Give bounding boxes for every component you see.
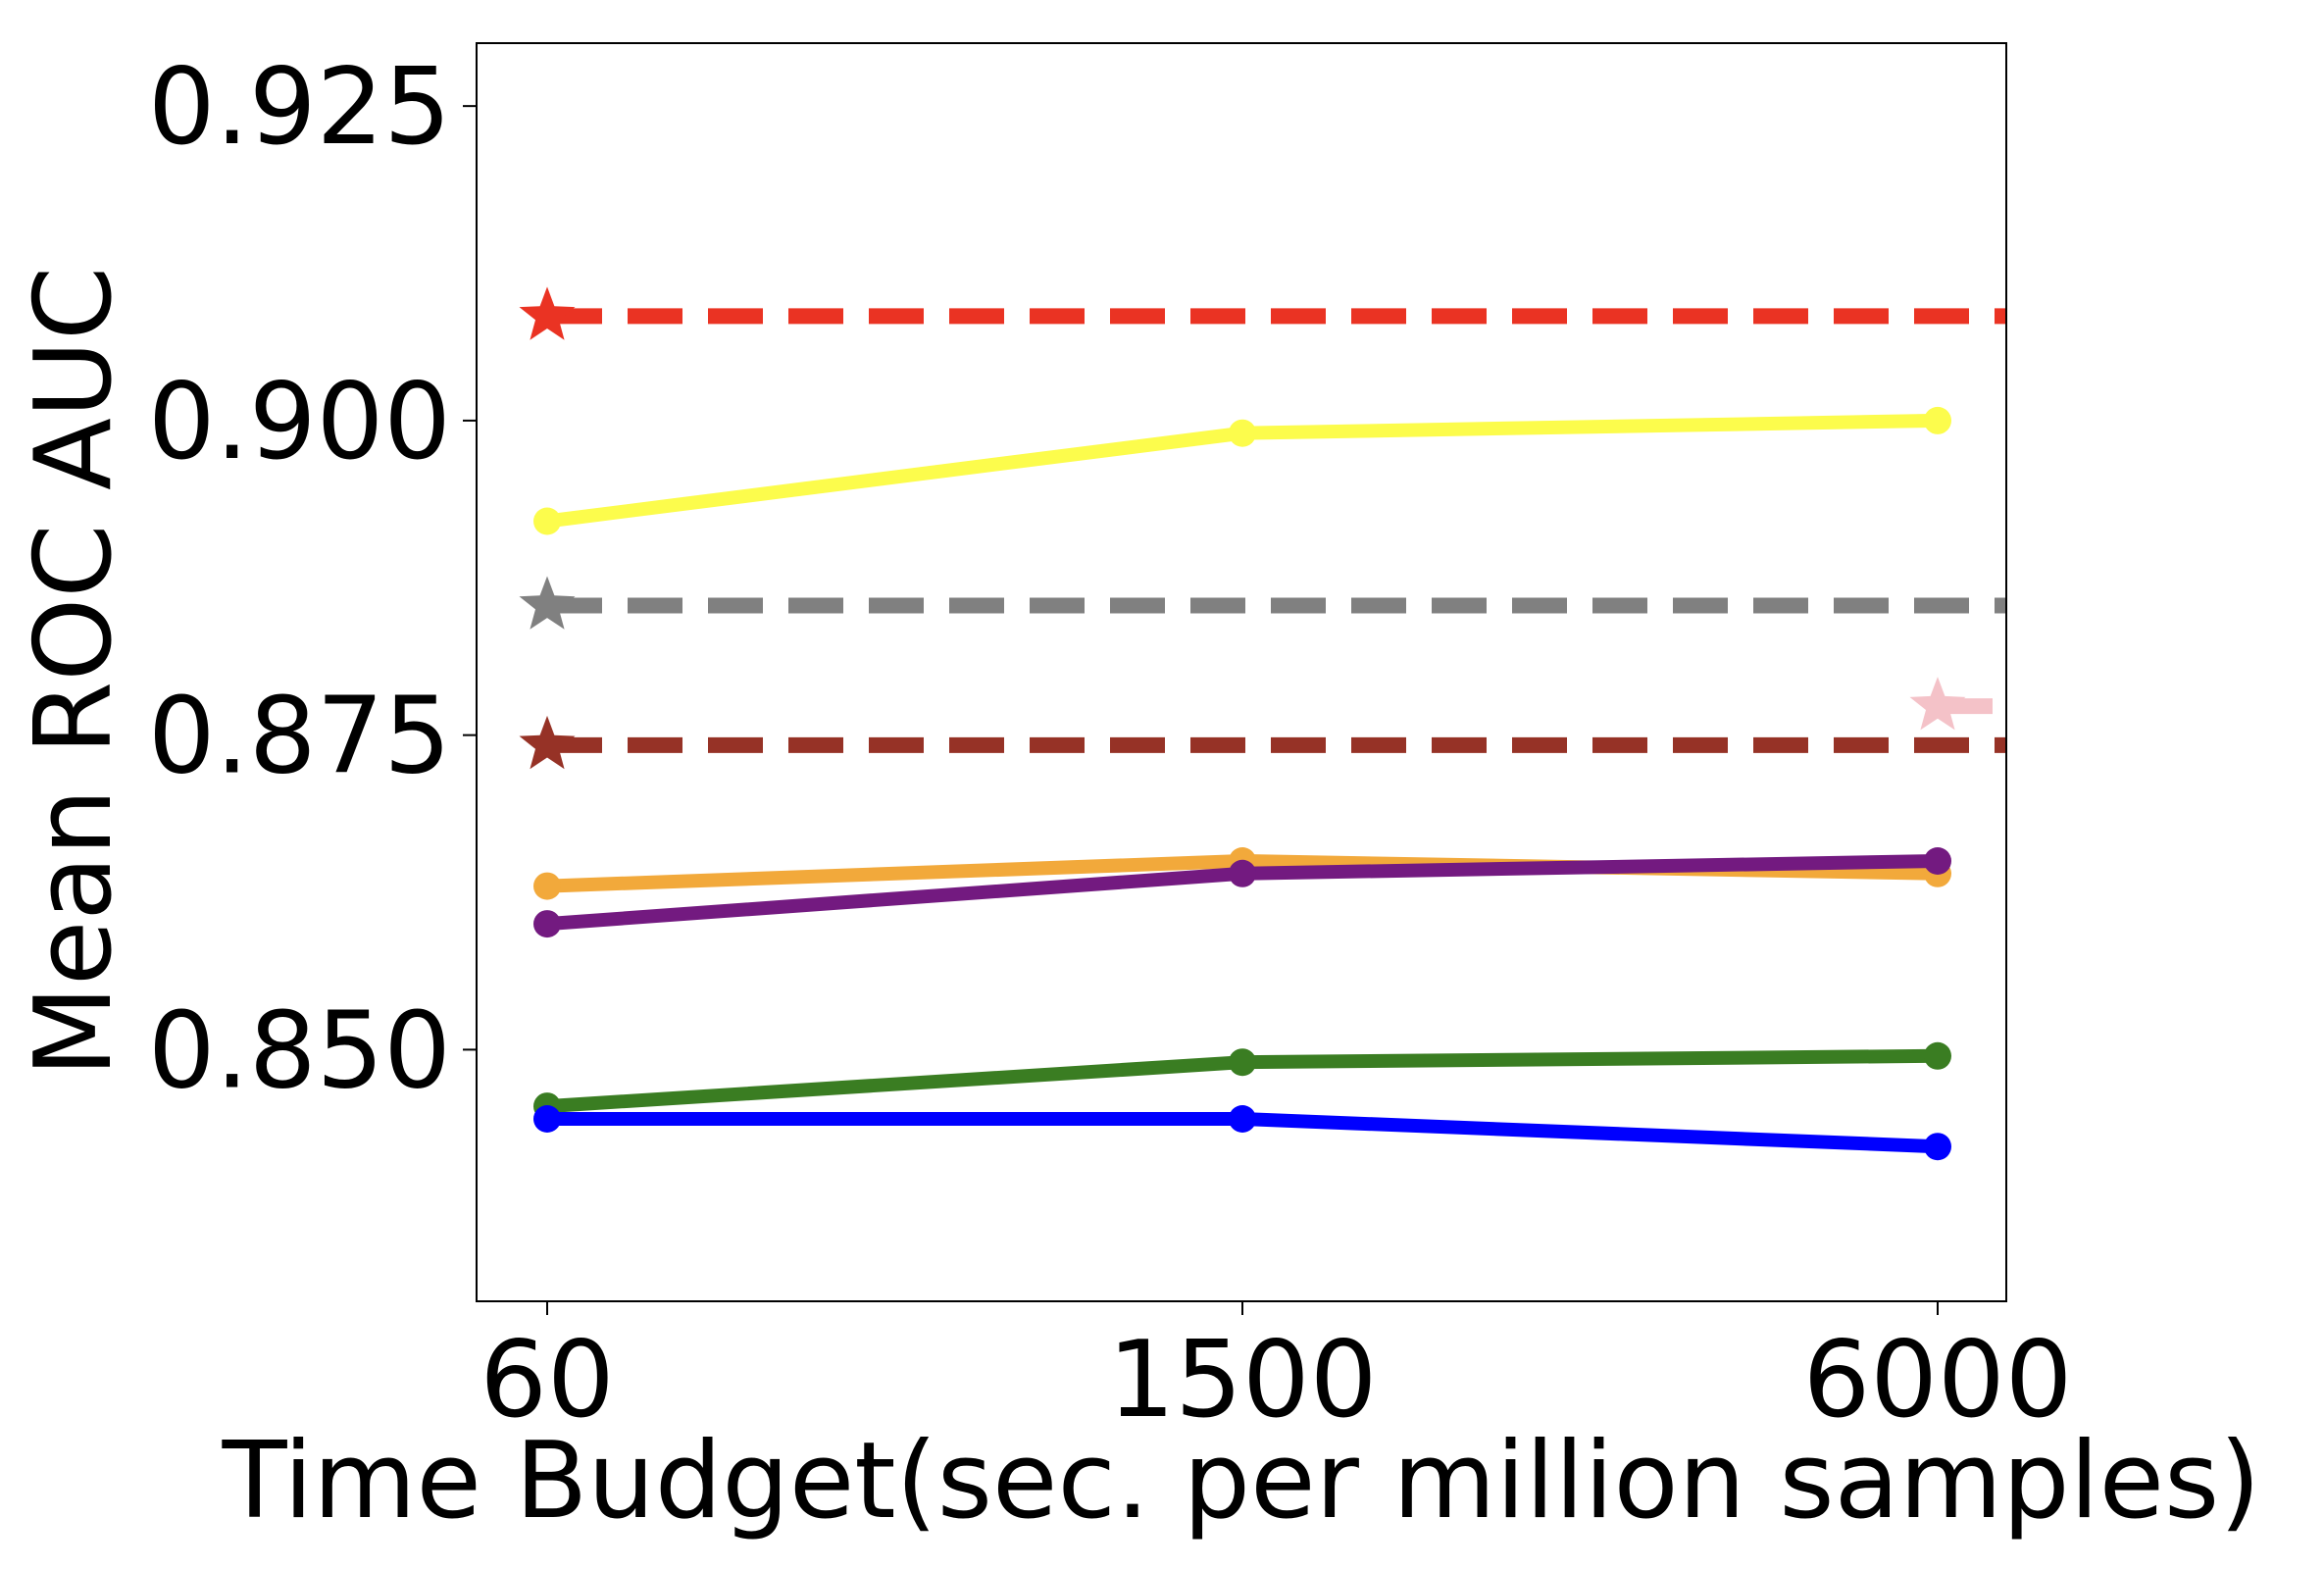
x-axis: 60 1500 6000 — [480, 1301, 2072, 1442]
series-5-point-3 — [1924, 1133, 1951, 1161]
reference-lines — [519, 286, 2006, 770]
x-tick-label-2: 1500 — [1108, 1319, 1378, 1442]
y-axis-label: Mean ROC AUC — [13, 267, 135, 1078]
series-2-point-1 — [533, 872, 561, 900]
y-tick-label-4: 0.925 — [148, 46, 451, 169]
reference-star-3 — [519, 715, 576, 770]
y-axis: 0.850 0.875 0.900 0.925 — [148, 46, 477, 1112]
series-1-point-2 — [1229, 419, 1256, 447]
series-1-point-3 — [1924, 406, 1951, 434]
series-4-point-3 — [1924, 1041, 1951, 1070]
reference-star-4 — [1909, 677, 1966, 731]
y-tick-label-1: 0.850 — [148, 989, 451, 1112]
y-tick-label-3: 0.900 — [148, 361, 451, 483]
data-series — [533, 406, 1951, 1161]
series-3-point-3 — [1924, 847, 1951, 875]
x-axis-label: Time Budget(sec. per million samples) — [222, 1420, 2261, 1543]
x-tick-label-1: 60 — [480, 1319, 614, 1442]
series-5-point-2 — [1229, 1105, 1256, 1133]
series-3-point-2 — [1229, 859, 1256, 887]
series-1-point-1 — [533, 507, 561, 535]
series-5-point-1 — [533, 1105, 561, 1133]
reference-star-1 — [519, 286, 576, 340]
y-tick-label-2: 0.875 — [148, 676, 451, 798]
series-3-point-1 — [533, 910, 561, 938]
series-4-point-2 — [1229, 1048, 1256, 1077]
x-tick-label-3: 6000 — [1803, 1319, 2073, 1442]
reference-star-2 — [519, 576, 576, 630]
